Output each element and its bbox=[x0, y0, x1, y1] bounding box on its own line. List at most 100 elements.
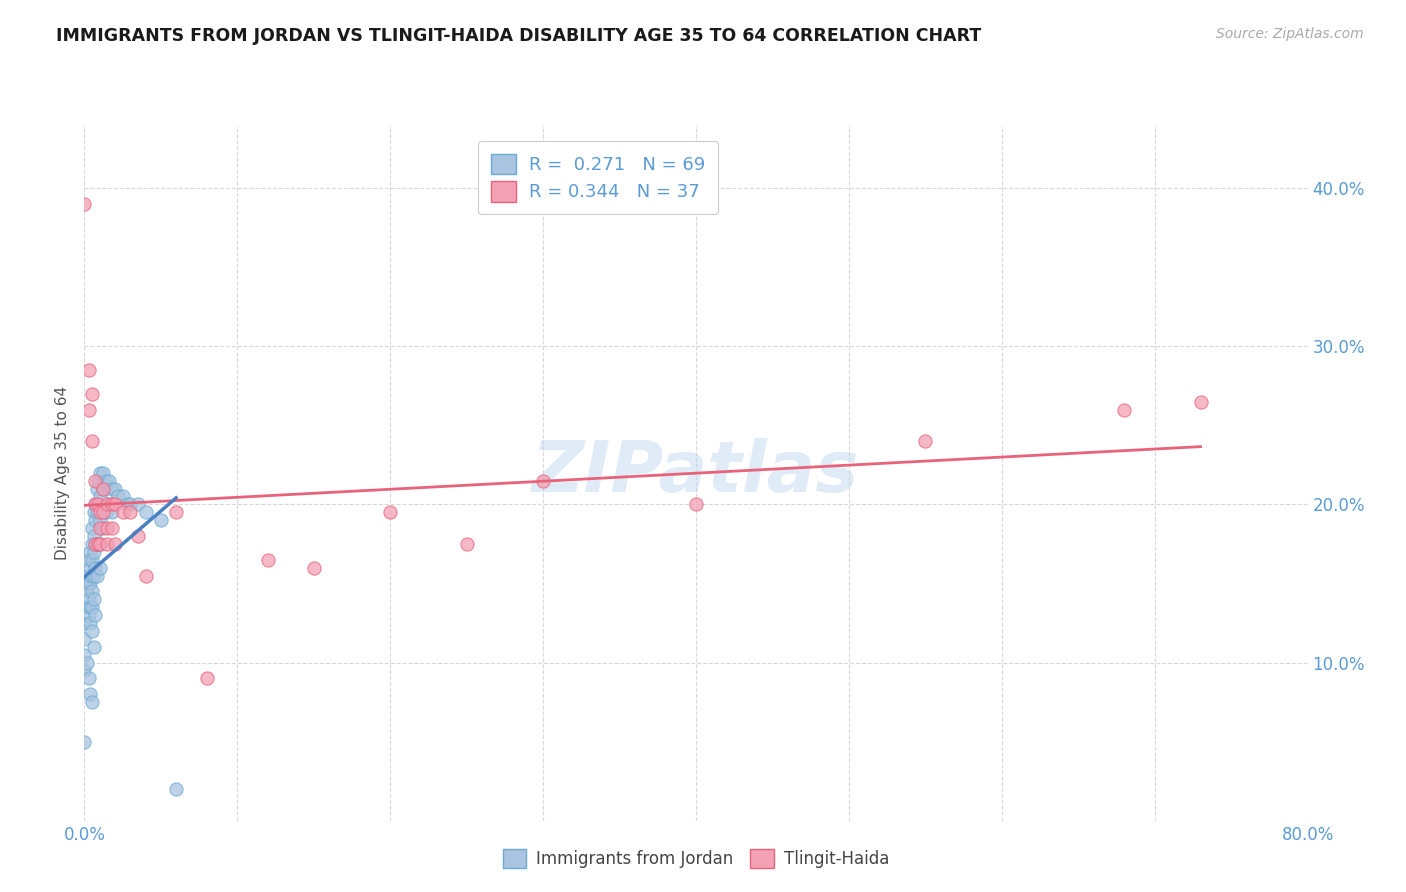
Text: Source: ZipAtlas.com: Source: ZipAtlas.com bbox=[1216, 27, 1364, 41]
Point bbox=[73, 664, 96, 678]
Point bbox=[91, 482, 114, 496]
Point bbox=[1114, 402, 1136, 417]
Point bbox=[87, 497, 110, 511]
Point bbox=[84, 513, 107, 527]
Text: IMMIGRANTS FROM JORDAN VS TLINGIT-HAIDA DISABILITY AGE 35 TO 64 CORRELATION CHAR: IMMIGRANTS FROM JORDAN VS TLINGIT-HAIDA … bbox=[56, 27, 981, 45]
Point bbox=[165, 782, 187, 797]
Point bbox=[120, 505, 142, 519]
Point bbox=[84, 497, 107, 511]
Point bbox=[94, 474, 117, 488]
Point bbox=[101, 497, 124, 511]
Point bbox=[76, 584, 98, 599]
Point bbox=[456, 537, 478, 551]
Point bbox=[91, 521, 114, 535]
Point bbox=[97, 497, 120, 511]
Point bbox=[80, 568, 103, 582]
Point bbox=[195, 671, 218, 685]
Point bbox=[84, 560, 107, 574]
Point bbox=[165, 505, 187, 519]
Point bbox=[83, 592, 105, 607]
Point bbox=[104, 497, 127, 511]
Point bbox=[89, 490, 111, 504]
Point bbox=[86, 568, 108, 582]
Point bbox=[80, 624, 103, 638]
Point bbox=[107, 490, 129, 504]
Point bbox=[89, 537, 111, 551]
Point bbox=[87, 537, 110, 551]
Point bbox=[73, 648, 96, 662]
Point bbox=[86, 505, 108, 519]
Point bbox=[79, 545, 101, 559]
Point bbox=[89, 560, 111, 574]
Point bbox=[104, 537, 127, 551]
Point bbox=[89, 521, 111, 535]
Point bbox=[86, 482, 108, 496]
Point bbox=[76, 568, 98, 582]
Point bbox=[101, 521, 124, 535]
Point bbox=[91, 466, 114, 480]
Point bbox=[80, 521, 103, 535]
Point bbox=[83, 505, 105, 519]
Point bbox=[79, 600, 101, 615]
Point bbox=[89, 505, 111, 519]
Point bbox=[76, 656, 98, 670]
Point bbox=[86, 537, 108, 551]
Point bbox=[89, 466, 111, 480]
Point bbox=[83, 640, 105, 654]
Point bbox=[79, 615, 101, 630]
Point bbox=[104, 482, 127, 496]
Point bbox=[80, 537, 103, 551]
Point bbox=[84, 537, 107, 551]
Point bbox=[135, 568, 157, 582]
Point bbox=[80, 695, 103, 709]
Point bbox=[83, 529, 105, 543]
Point bbox=[257, 552, 280, 567]
Point bbox=[302, 560, 325, 574]
Point bbox=[84, 474, 107, 488]
Point bbox=[80, 434, 103, 449]
Point bbox=[79, 576, 101, 591]
Point bbox=[111, 490, 134, 504]
Point bbox=[79, 687, 101, 701]
Point bbox=[77, 576, 100, 591]
Point bbox=[96, 521, 118, 535]
Point bbox=[83, 568, 105, 582]
Point bbox=[531, 474, 554, 488]
Point bbox=[73, 632, 96, 646]
Point bbox=[84, 537, 107, 551]
Point bbox=[77, 363, 100, 377]
Point bbox=[120, 497, 142, 511]
Point bbox=[79, 560, 101, 574]
Point bbox=[96, 497, 118, 511]
Point bbox=[87, 474, 110, 488]
Point bbox=[84, 608, 107, 623]
Point bbox=[73, 615, 96, 630]
Point bbox=[96, 537, 118, 551]
Point bbox=[84, 497, 107, 511]
Point bbox=[91, 482, 114, 496]
Point bbox=[87, 537, 110, 551]
Point bbox=[89, 537, 111, 551]
Point bbox=[914, 434, 936, 449]
Point bbox=[77, 671, 100, 685]
Y-axis label: Disability Age 35 to 64: Disability Age 35 to 64 bbox=[55, 385, 70, 560]
Point bbox=[101, 482, 124, 496]
Point bbox=[87, 497, 110, 511]
Point bbox=[94, 505, 117, 519]
Point bbox=[80, 600, 103, 615]
Point bbox=[685, 497, 707, 511]
Point bbox=[77, 592, 100, 607]
Point bbox=[80, 386, 103, 401]
Point bbox=[91, 505, 114, 519]
Point bbox=[77, 608, 100, 623]
Point bbox=[101, 505, 124, 519]
Point bbox=[115, 497, 138, 511]
Point bbox=[73, 197, 96, 211]
Point bbox=[89, 513, 111, 527]
Point bbox=[380, 505, 402, 519]
Point bbox=[77, 552, 100, 567]
Point bbox=[77, 402, 100, 417]
Point bbox=[127, 497, 149, 511]
Legend: Immigrants from Jordan, Tlingit-Haida: Immigrants from Jordan, Tlingit-Haida bbox=[496, 842, 896, 875]
Point bbox=[73, 734, 96, 748]
